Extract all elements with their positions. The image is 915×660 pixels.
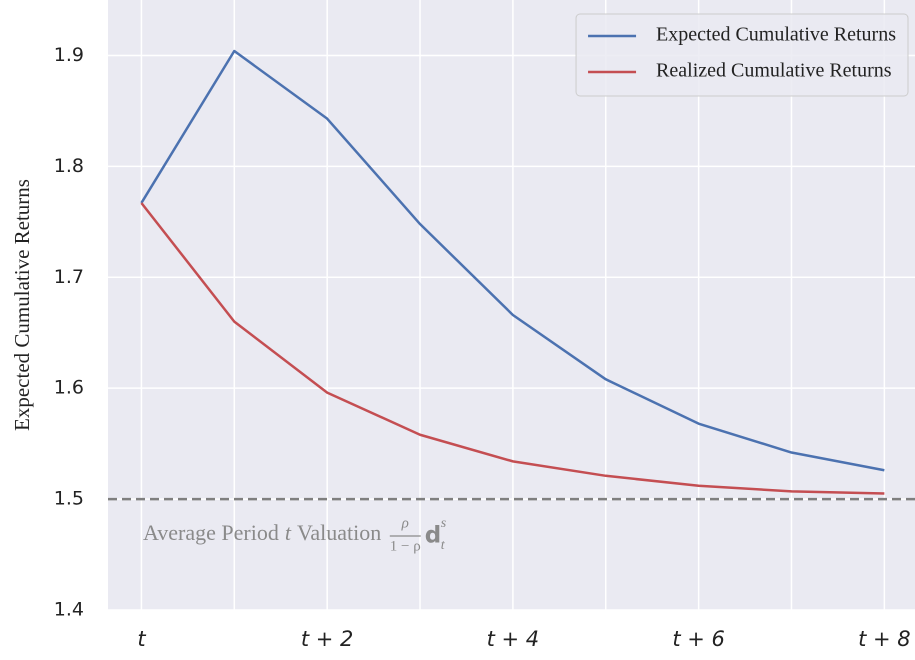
legend-box [575, 13, 909, 97]
y-tick-label: 1.4 [54, 599, 84, 621]
series-line [140, 202, 885, 495]
x-tick-label: t [137, 627, 146, 651]
fraction-denominator: 1 − ρ [390, 538, 421, 554]
legend: Expected Cumulative Returns Realized Cumu… [575, 13, 909, 97]
plot-area [108, 0, 915, 610]
y-tick-label: 1.5 [54, 488, 84, 510]
x-tick-label: t + 8 [858, 627, 911, 651]
y-tick-label: 1.6 [54, 377, 84, 399]
annotation-symbol: d [425, 523, 441, 549]
legend-label: Expected Cumulative Returns [656, 24, 896, 46]
annotation-text: Valuation [297, 520, 381, 545]
x-tick-label: t + 4 [487, 627, 540, 651]
annotation-text: Average Period [143, 520, 279, 545]
y-tick-label: 1.8 [54, 155, 84, 177]
x-tick-label: t + 2 [301, 627, 354, 651]
series-line [140, 49, 885, 472]
x-tick-label: t + 6 [672, 627, 725, 651]
y-tick-label: 1.9 [54, 44, 84, 66]
legend-label: Realized Cumulative Returns [656, 60, 892, 82]
fraction-numerator: ρ [401, 515, 409, 531]
annotation: Average Period t Valuation [143, 520, 381, 545]
annotation-sup: s [441, 516, 447, 531]
annotation-var: t [285, 520, 292, 545]
y-axis-label: Expected Cumulative Returns [10, 179, 34, 431]
y-tick-label: 1.7 [54, 266, 84, 288]
annotation-sub: t [441, 538, 446, 553]
